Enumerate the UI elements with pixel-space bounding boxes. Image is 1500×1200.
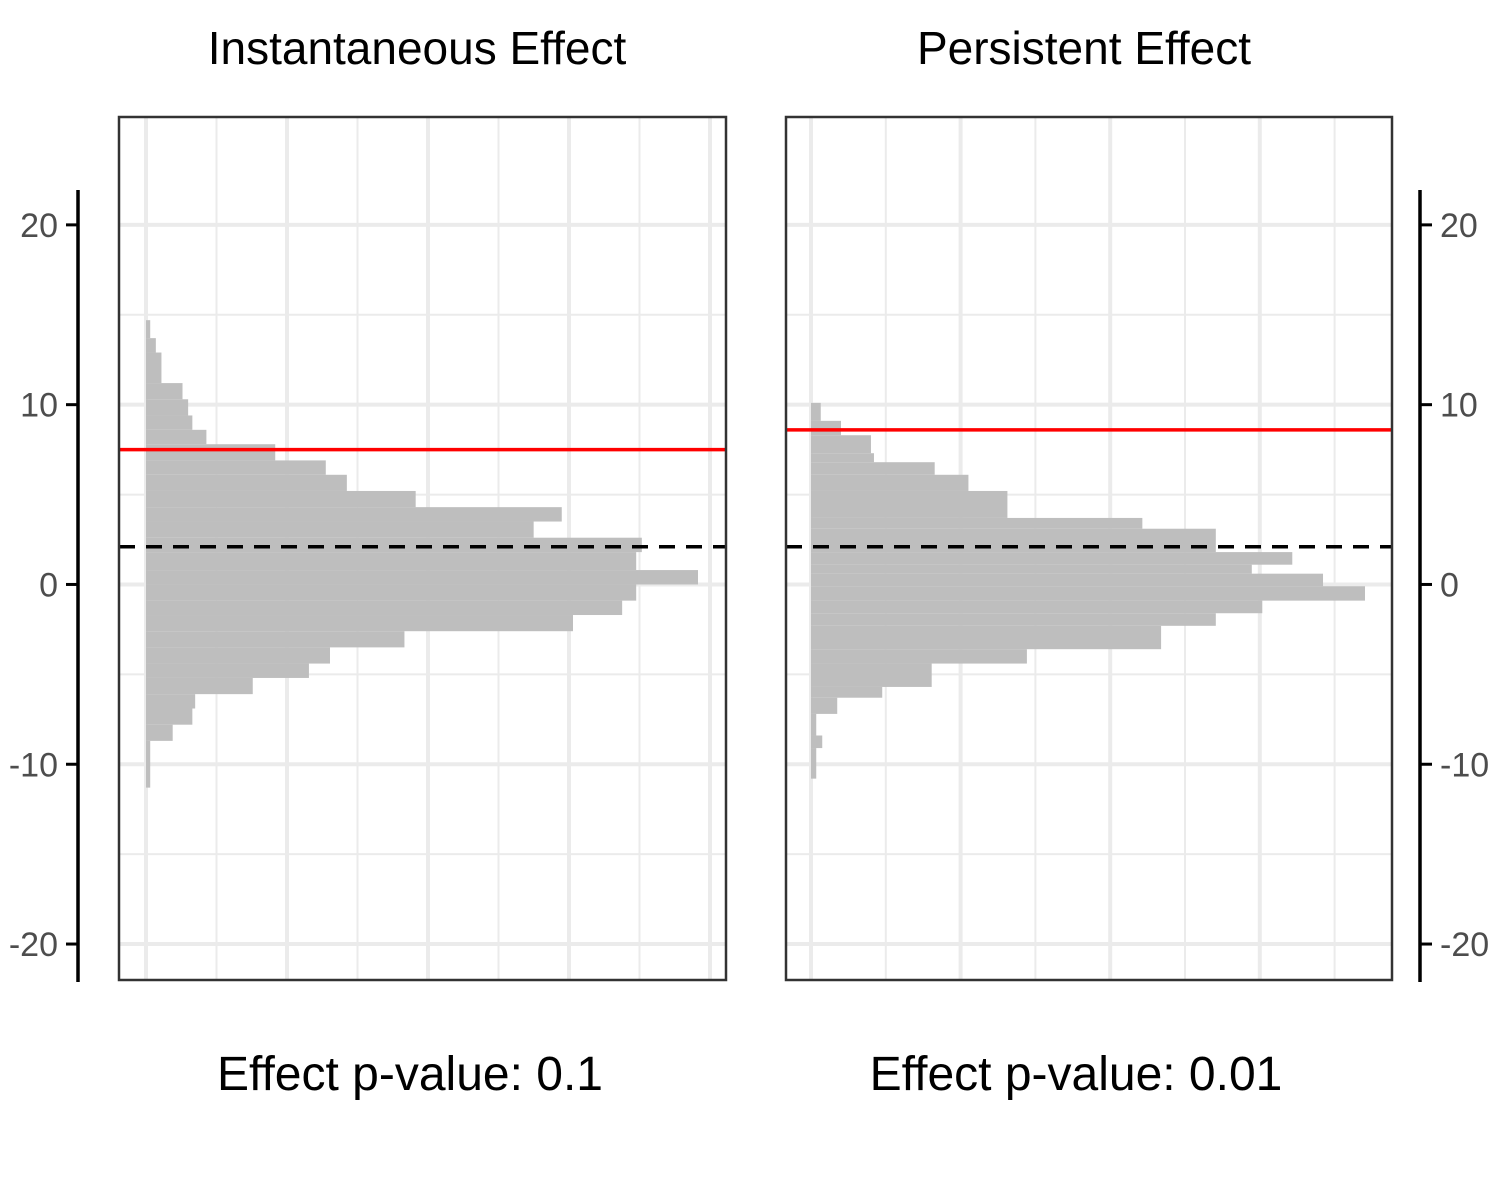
histogram-bar bbox=[146, 429, 207, 445]
histogram-bar bbox=[811, 613, 1216, 626]
histogram-bar bbox=[811, 748, 817, 779]
histogram-bar bbox=[811, 649, 1027, 664]
histogram-bar bbox=[146, 600, 623, 616]
panel-title: Persistent Effect bbox=[917, 22, 1251, 74]
histogram-bar bbox=[811, 625, 1162, 650]
histogram-bar bbox=[811, 735, 823, 749]
histogram-bar bbox=[811, 552, 1293, 565]
histogram-bar bbox=[811, 402, 821, 421]
persistent-effect-panel: Persistent Effect -20 -10 0 10 20 Effect p-v… bbox=[784, 22, 1489, 1101]
histogram-bar bbox=[811, 462, 935, 475]
histogram-bar bbox=[146, 507, 562, 522]
tick-label: 20 bbox=[1440, 207, 1478, 245]
histogram-bar bbox=[146, 460, 326, 475]
tick-label: 0 bbox=[1440, 566, 1459, 604]
histogram-bar bbox=[146, 724, 173, 741]
histogram-bar bbox=[146, 708, 193, 725]
histogram-bar bbox=[146, 584, 637, 601]
histogram-bar bbox=[811, 697, 838, 714]
y-axis-left: -20 -10 0 10 20 bbox=[9, 190, 80, 982]
tick-label: -10 bbox=[9, 746, 58, 784]
histogram-bar bbox=[811, 474, 969, 491]
histogram-bar bbox=[146, 570, 698, 585]
panel-border bbox=[117, 115, 728, 982]
tick-label: 20 bbox=[20, 207, 58, 245]
tick-label: -20 bbox=[9, 926, 58, 964]
histogram-bar bbox=[811, 517, 1143, 529]
tick-label: -10 bbox=[1440, 746, 1489, 784]
tick-label: 10 bbox=[1440, 387, 1478, 425]
p-value-caption: Effect p-value: 0.01 bbox=[870, 1048, 1283, 1101]
histogram-bar bbox=[146, 383, 183, 400]
p-value-caption: Effect p-value: 0.1 bbox=[217, 1048, 603, 1101]
histogram-bar bbox=[146, 537, 642, 553]
histogram-bar bbox=[146, 352, 162, 384]
tick-label: -20 bbox=[1440, 926, 1489, 964]
histogram-bar bbox=[146, 399, 189, 416]
histogram-bar bbox=[146, 631, 405, 648]
instantaneous-effect-panel: Instantaneous Effect -20 -10 0 10 20 Effect … bbox=[9, 22, 728, 1101]
histogram-bar bbox=[146, 338, 156, 353]
panel-border bbox=[784, 115, 1394, 982]
histogram-bar bbox=[811, 663, 932, 687]
histogram-bar bbox=[811, 573, 1324, 587]
histogram-bar bbox=[811, 564, 1252, 574]
histogram-bar bbox=[811, 586, 1365, 601]
tick-label: 10 bbox=[20, 387, 58, 425]
histogram-bar bbox=[146, 740, 151, 788]
histogram-bar bbox=[811, 600, 1263, 614]
tick-label: 0 bbox=[39, 566, 58, 604]
histogram-bar bbox=[811, 453, 874, 463]
y-axis-right: -20 -10 0 10 20 bbox=[1418, 190, 1489, 982]
histogram-bar bbox=[146, 552, 637, 571]
histogram-bar bbox=[811, 420, 841, 436]
histogram-bar bbox=[146, 320, 151, 339]
histogram-bar bbox=[811, 713, 817, 736]
histogram-bar bbox=[146, 490, 416, 508]
histogram-bar bbox=[146, 415, 193, 430]
panel-title: Instantaneous Effect bbox=[208, 22, 627, 74]
histogram-bar bbox=[811, 686, 883, 698]
histogram-bar bbox=[811, 435, 871, 454]
histogram-bars bbox=[146, 320, 698, 788]
histogram-bar bbox=[146, 677, 253, 695]
histogram-bar bbox=[146, 444, 276, 461]
histogram-bar bbox=[146, 694, 196, 709]
histogram-bar bbox=[811, 490, 1008, 518]
histogram-bar bbox=[811, 528, 1216, 553]
histogram-bar bbox=[146, 521, 534, 538]
histogram-bar bbox=[146, 615, 573, 632]
histogram-bar bbox=[146, 663, 309, 678]
histogram-bar bbox=[146, 474, 347, 491]
histogram-bar bbox=[146, 647, 330, 664]
